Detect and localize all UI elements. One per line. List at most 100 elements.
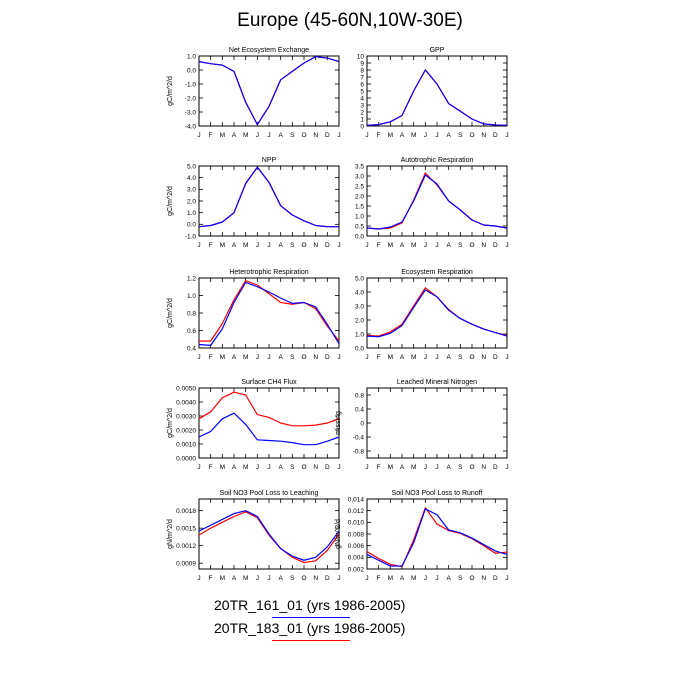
series-line-run-161 [198,510,340,561]
y-tick-label: 0.6 [187,328,196,335]
x-tick-label: A [232,132,237,139]
x-tick-label: S [290,132,295,139]
x-tick-label: M [388,575,393,582]
x-tick-label: M [411,132,416,139]
x-tick-label: J [256,354,259,361]
panel-title: Heterotrophic Respiration [229,269,308,276]
x-tick-label: J [365,242,368,249]
x-tick-label: D [493,575,498,582]
x-tick-label: M [388,242,393,249]
series-line-run-183 [198,391,340,427]
series-line-run-183 [198,166,339,228]
x-tick-label: J [197,464,200,471]
y-tick-label: 0.002 [348,566,365,573]
x-tick-label: S [290,464,295,471]
y-tick-label: 1 [360,116,364,123]
figure-title: Europe (45-60N,10W-30E) [237,10,463,31]
x-tick-label: A [278,242,283,249]
x-tick-label: M [220,354,225,361]
x-tick-label: S [458,242,463,249]
x-tick-label: J [365,354,368,361]
x-tick-label: J [256,242,259,249]
x-tick-label: F [377,242,381,249]
y-tick-label: -0.8 [353,448,365,455]
y-axis-label: gN/m^2/d [167,519,174,549]
x-tick-label: J [435,354,438,361]
panel-title: Soil NO3 Pool Loss to Runoff [392,490,483,497]
y-tick-label: 3 [360,102,364,109]
series-line-run-183 [198,511,340,564]
y-tick-label: 4.0 [355,289,364,296]
y-tick-label: 2.5 [355,183,364,190]
y-tick-label: -0.4 [353,434,365,441]
y-tick-label: 1.0 [187,210,196,217]
x-tick-label: D [493,464,498,471]
y-tick-label: 0.0018 [176,508,196,515]
series-line-run-183 [366,287,508,337]
y-tick-label: 1.5 [355,203,364,210]
legend-line-run-183 [272,640,350,641]
y-tick-label: 0 [360,123,364,130]
x-tick-label: F [209,242,213,249]
y-tick-label: 1.0 [187,293,196,300]
y-tick-label: 0.0020 [176,427,196,434]
y-tick-label: 0.8 [355,392,364,399]
y-tick-label: 0.0015 [176,525,196,532]
x-tick-label: F [209,464,213,471]
x-tick-label: O [469,464,474,471]
series-line-run-183 [366,507,508,568]
x-tick-label: O [469,354,474,361]
x-tick-label: J [365,575,368,582]
x-tick-label: J [256,575,259,582]
panel-frame [366,55,508,127]
y-axis-label: gC/m^2/d [167,186,174,216]
y-tick-label: 8 [360,67,364,74]
x-tick-label: J [337,354,340,361]
x-tick-label: J [337,575,340,582]
x-tick-label: M [243,464,248,471]
x-tick-label: F [377,354,381,361]
y-tick-label: 0.0012 [176,543,196,550]
y-tick-label: -1.0 [185,81,197,88]
series-line-run-161 [366,289,508,338]
y-tick-label: 0.5 [355,223,364,230]
x-tick-label: A [446,242,451,249]
x-tick-label: A [232,242,237,249]
legend-label-run-183: 20TR_183_01 (yrs 1986-2005) [214,620,406,636]
y-tick-label: 3.0 [355,303,364,310]
x-tick-label: J [424,354,427,361]
y-tick-label: 0.0040 [176,399,196,406]
y-axis-label: gC/m^2/d [167,76,174,106]
y-tick-label: 1.0 [187,53,196,60]
x-tick-label: M [220,575,225,582]
legend-line-run-161 [272,617,350,618]
x-tick-label: A [400,242,405,249]
x-tick-label: J [267,464,270,471]
y-tick-label: 0.0030 [176,413,196,420]
x-tick-label: O [469,132,474,139]
y-tick-label: 1.2 [187,275,196,282]
y-tick-label: 4.0 [187,175,196,182]
y-axis-label: gC/m^2/d [167,298,174,328]
x-tick-label: J [435,464,438,471]
series-line-run-161 [198,166,339,228]
x-tick-label: J [197,132,200,139]
panel-title: GPP [430,47,445,54]
y-tick-label: 2.0 [187,198,196,205]
x-tick-label: J [505,575,508,582]
series-line-run-161 [198,56,340,126]
x-tick-label: J [424,575,427,582]
x-tick-label: M [243,132,248,139]
x-tick-label: A [278,354,283,361]
x-tick-label: D [325,242,330,249]
x-tick-label: M [388,354,393,361]
y-axis-label: gN/m^2/d [335,519,342,549]
x-tick-label: J [337,242,340,249]
x-tick-label: J [505,464,508,471]
x-tick-label: J [337,132,340,139]
y-tick-label: 0.0010 [176,441,196,448]
x-tick-label: M [243,242,248,249]
x-tick-label: F [377,132,381,139]
x-tick-label: N [313,354,318,361]
